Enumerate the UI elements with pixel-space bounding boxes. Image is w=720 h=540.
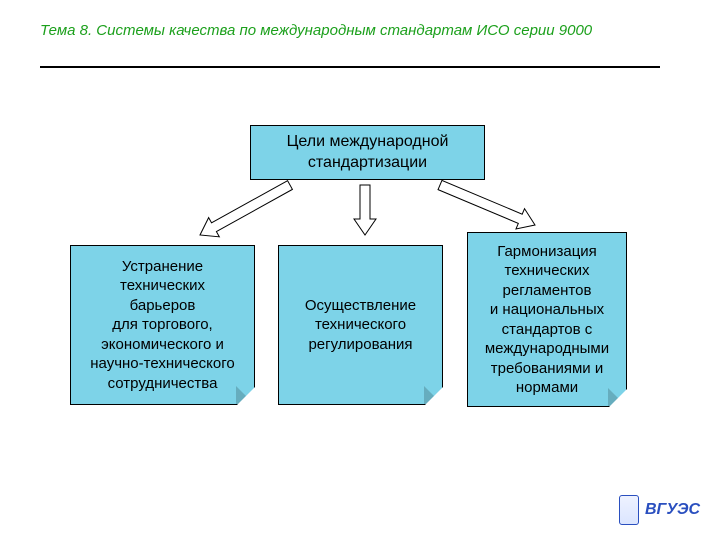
bottom-box-3-text: Гармонизациятехническихрегламентови наци… xyxy=(485,242,609,398)
arrow-center xyxy=(345,165,385,255)
fold-corner-icon xyxy=(609,389,627,407)
fold-corner-icon xyxy=(237,387,255,405)
logo-icon xyxy=(619,495,639,525)
logo-text: ВГУЭС xyxy=(645,501,700,519)
bottom-box-1: Устранениетехническихбарьеровдля торгово… xyxy=(70,245,255,405)
divider xyxy=(40,66,660,68)
bottom-box-3: Гармонизациятехническихрегламентови наци… xyxy=(467,232,627,407)
bottom-box-2: Осуществлениетехническогорегулирования xyxy=(278,245,443,405)
arrow-left xyxy=(180,165,310,255)
logo: ВГУЭС xyxy=(619,495,700,525)
bottom-box-2-text: Осуществлениетехническогорегулирования xyxy=(305,296,416,355)
fold-corner-icon xyxy=(425,387,443,405)
slide-title: Тема 8. Системы качества по международны… xyxy=(40,22,700,39)
bottom-box-1-text: Устранениетехническихбарьеровдля торгово… xyxy=(90,257,235,394)
